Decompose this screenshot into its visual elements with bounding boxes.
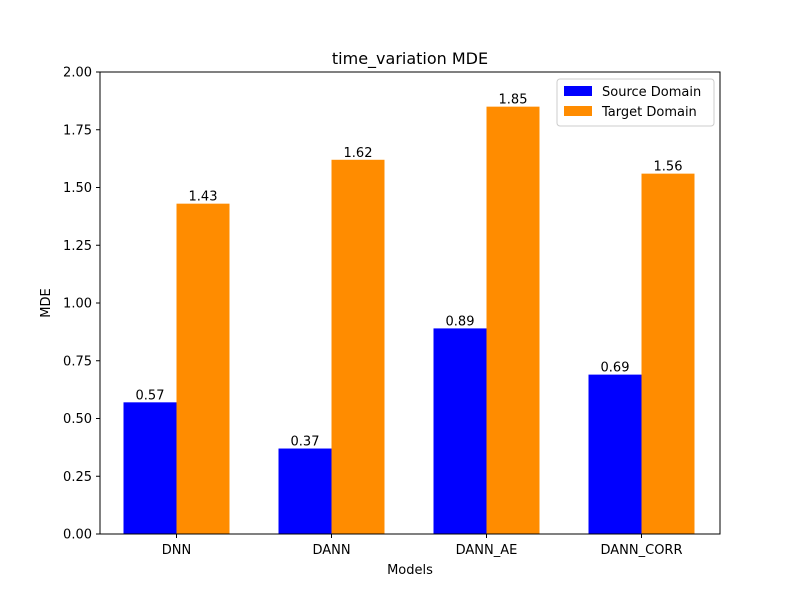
y-tick-label: 0.25 bbox=[63, 470, 92, 485]
data-label-source-domain-dann-ae: 0.89 bbox=[446, 314, 475, 329]
chart-title: time_variation MDE bbox=[332, 49, 488, 69]
y-axis-label: MDE bbox=[39, 288, 54, 317]
x-tick-label-dann-ae: DANN_AE bbox=[456, 543, 518, 558]
x-axis-ticks: DNN DANN DANN_AE DANN_CORR bbox=[162, 534, 683, 558]
plot-frame bbox=[99, 71, 721, 535]
data-label-target-domain-dann: 1.62 bbox=[344, 146, 373, 161]
legend-swatch-source-domain bbox=[564, 86, 592, 96]
bar-target-domain-dnn bbox=[176, 203, 230, 535]
y-axis-ticks: 0.00 0.25 0.50 0.75 1.00 1.25 1.50 1.75 2.00 bbox=[63, 66, 100, 543]
bar-target-domain-dann bbox=[331, 159, 385, 534]
bars-group bbox=[123, 106, 695, 535]
data-label-target-domain-dann-ae: 1.85 bbox=[499, 93, 528, 108]
legend-swatch-target-domain bbox=[564, 106, 592, 116]
bar-source-domain-dann-corr bbox=[588, 374, 642, 534]
y-tick-label: 2.00 bbox=[63, 66, 92, 81]
x-tick-label-dann-corr: DANN_CORR bbox=[601, 543, 683, 558]
data-label-source-domain-dann: 0.37 bbox=[291, 435, 320, 450]
bar-source-domain-dann-ae bbox=[433, 328, 487, 534]
y-tick-label: 0.00 bbox=[63, 528, 92, 543]
y-tick-label: 1.75 bbox=[63, 123, 92, 138]
data-label-source-domain-dnn: 0.57 bbox=[136, 388, 165, 403]
legend-frame bbox=[556, 78, 715, 127]
x-tick-label-dann: DANN bbox=[312, 543, 350, 558]
bar-labels-group: 0.57 1.43 0.37 1.62 0.89 1.85 0.69 1.56 bbox=[136, 93, 683, 450]
legend-label-target-domain: Target Domain bbox=[601, 105, 697, 120]
data-label-target-domain-dann-corr: 1.56 bbox=[654, 160, 683, 175]
x-axis-label: Models bbox=[387, 563, 433, 578]
x-tick-label-dnn: DNN bbox=[162, 543, 191, 558]
legend-label-source-domain: Source Domain bbox=[602, 85, 701, 100]
y-tick-label: 1.00 bbox=[63, 297, 92, 312]
data-label-source-domain-dann-corr: 0.69 bbox=[601, 361, 630, 376]
bar-target-domain-dann-ae bbox=[486, 106, 540, 535]
y-tick-label: 0.75 bbox=[63, 354, 92, 369]
y-tick-label: 0.50 bbox=[63, 412, 92, 427]
bar-source-domain-dann bbox=[278, 448, 332, 534]
y-tick-label: 1.25 bbox=[63, 239, 92, 254]
legend: Source Domain Target Domain bbox=[556, 78, 715, 127]
y-tick-label: 1.50 bbox=[63, 181, 92, 196]
bar-source-domain-dnn bbox=[123, 402, 177, 534]
data-label-target-domain-dnn: 1.43 bbox=[189, 190, 218, 205]
bar-target-domain-dann-corr bbox=[641, 173, 695, 534]
